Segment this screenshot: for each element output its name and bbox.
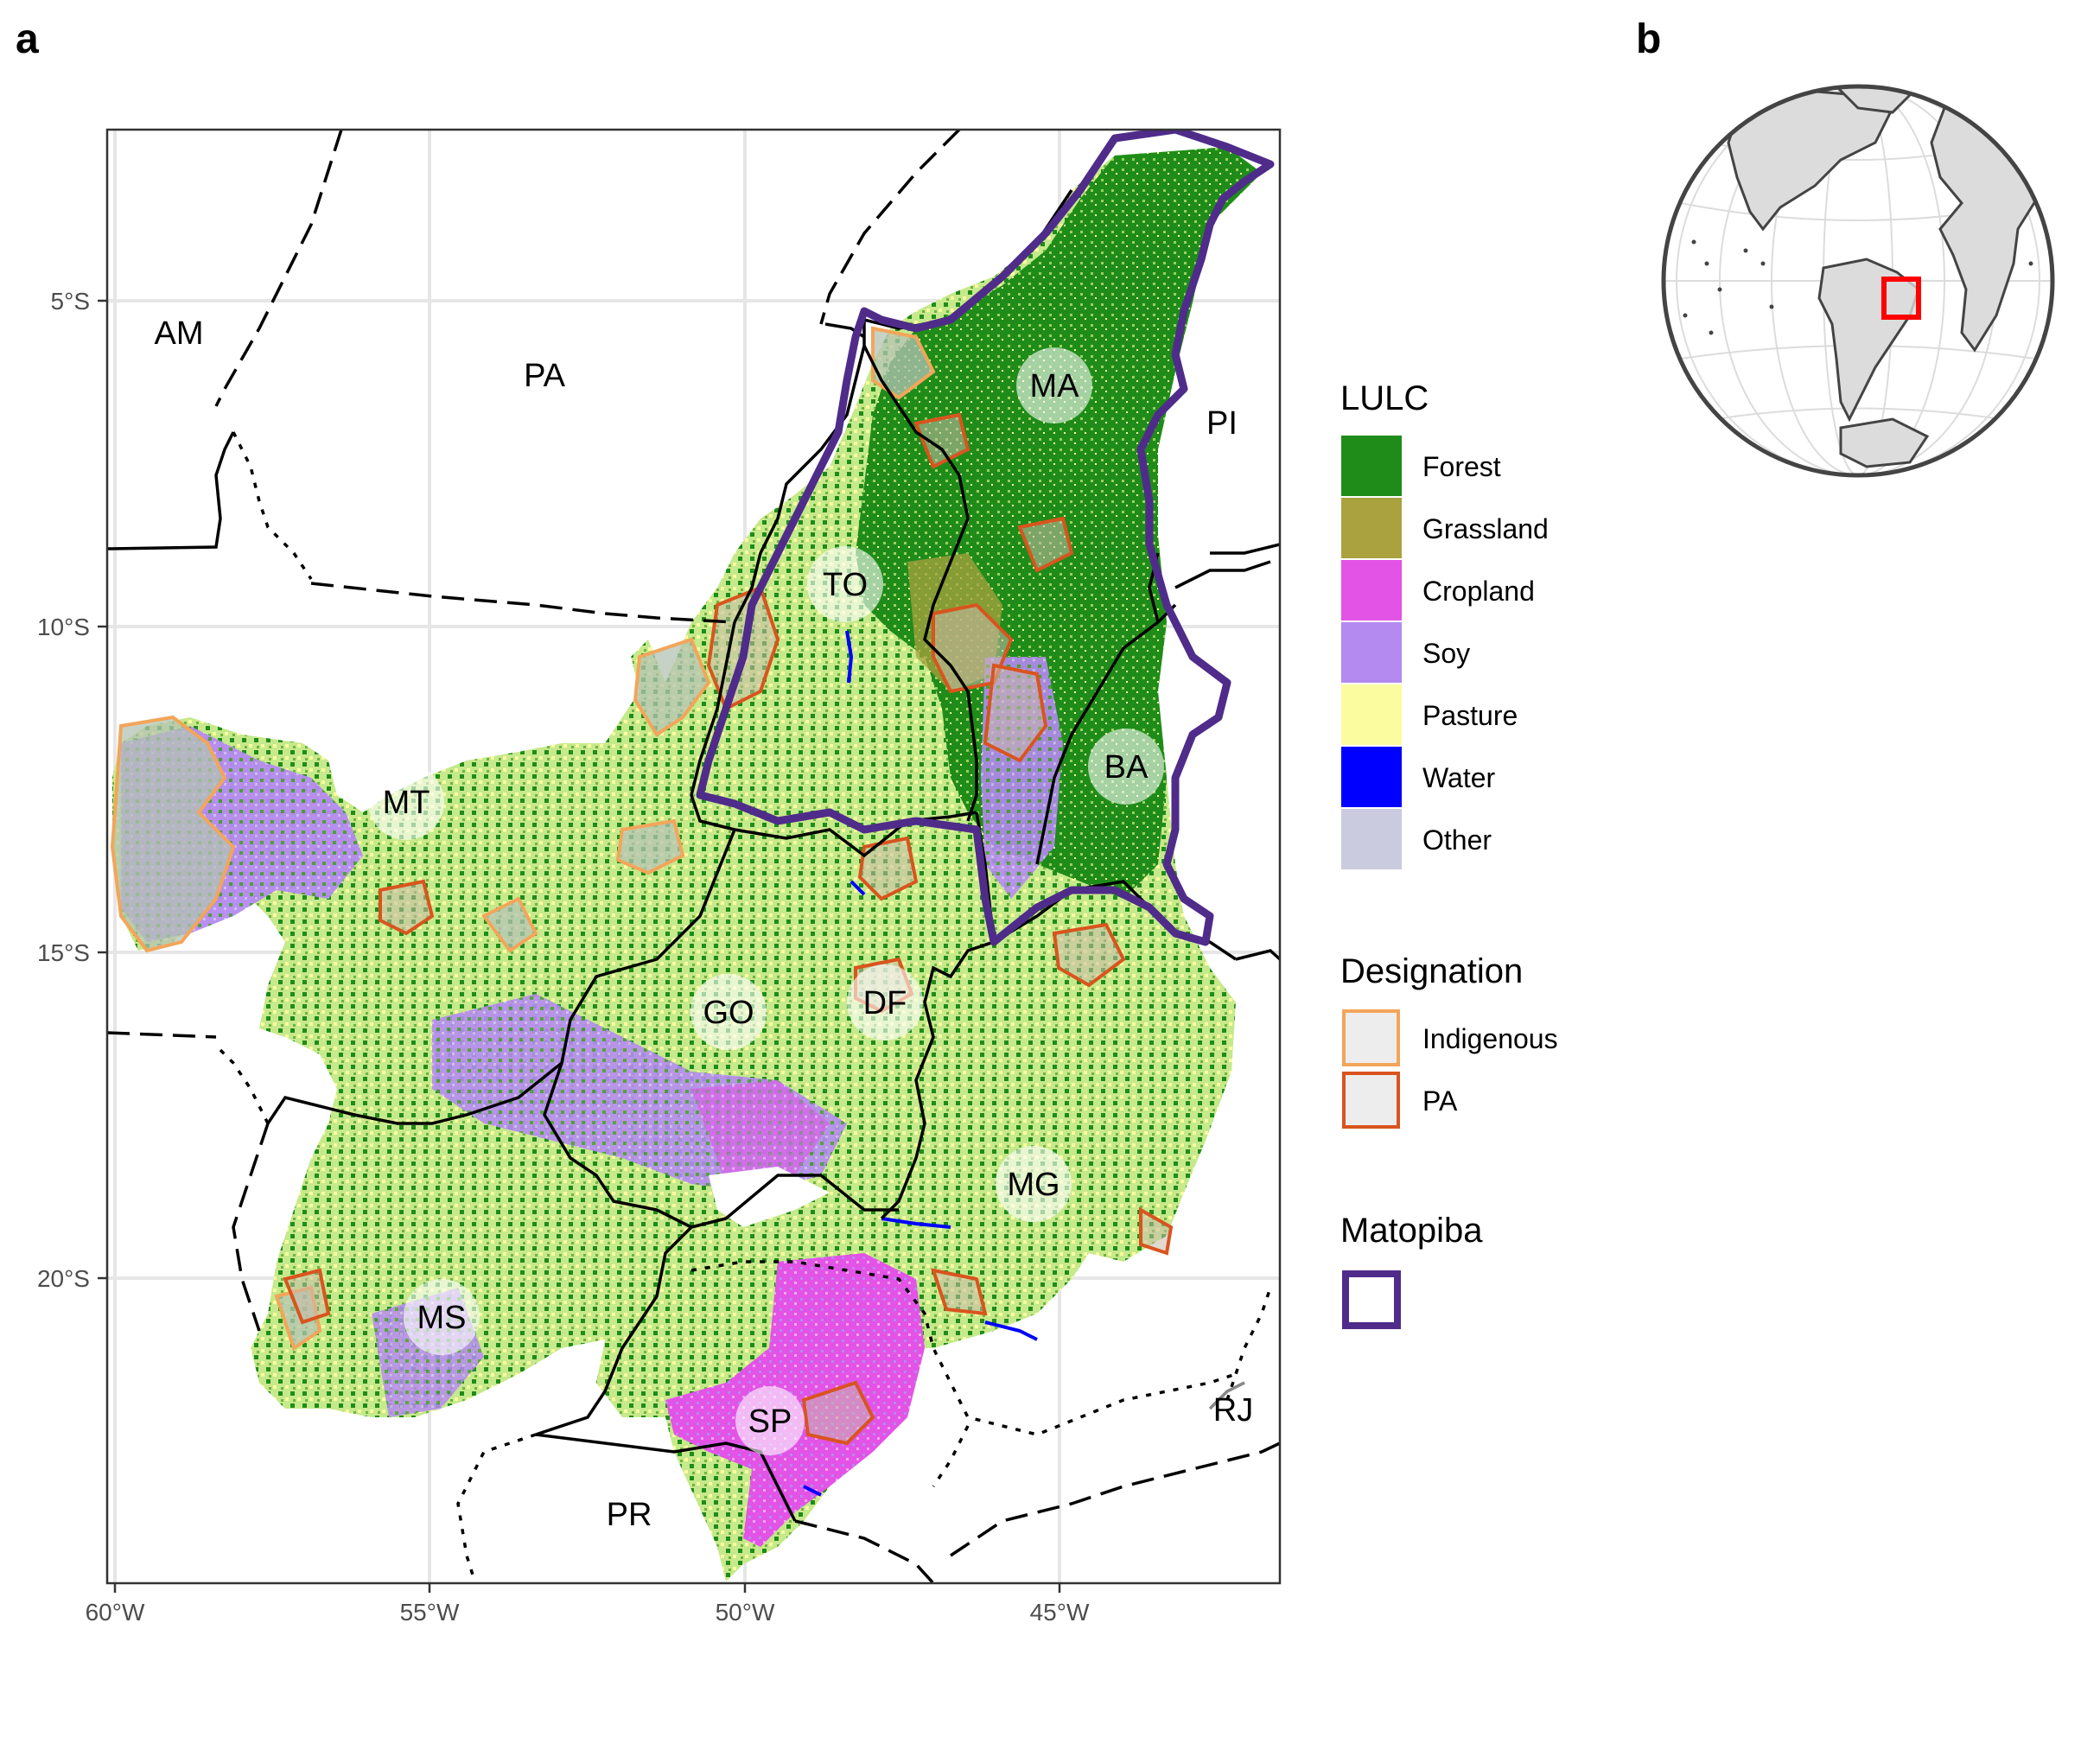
state-label-pr: PR <box>607 1497 652 1533</box>
water-bodies <box>803 630 1038 1497</box>
map-frame <box>105 128 1282 1585</box>
globe-outline <box>1661 84 2055 478</box>
legend-label-soy: Soy <box>1422 638 1470 669</box>
state-label-to: TO <box>823 567 868 603</box>
legend-swatch-cropland <box>1341 560 1402 620</box>
legend-swatch-pasture <box>1341 684 1402 745</box>
legend-swatch-forest <box>1341 436 1402 496</box>
legend-lulc: LULC Forest Grassland Cropland Soy Pastu… <box>1340 379 1549 869</box>
non-cerrado-gap <box>709 1167 830 1227</box>
legend-swatch-other <box>1341 809 1402 869</box>
cropland-zone-go <box>691 1080 830 1184</box>
matopiba-boundary <box>696 130 1275 946</box>
lat-tick-label: 15°S <box>37 939 90 966</box>
legend-swatch-matopiba <box>1342 1270 1401 1329</box>
state-label-df: DF <box>863 985 907 1021</box>
legend-label-pasture: Pasture <box>1422 700 1518 731</box>
state-label-mg: MG <box>1007 1167 1060 1203</box>
lat-tick-label: 20°S <box>37 1265 90 1292</box>
state-label-halos <box>368 347 1164 1455</box>
legend-swatch-indigenous <box>1342 1009 1400 1066</box>
legend-swatch-water <box>1341 747 1402 807</box>
state-label-rj: RJ <box>1213 1392 1253 1429</box>
legend-designation: Designation Indigenous PA <box>1340 952 1558 1129</box>
state-label-ba: BA <box>1104 749 1149 786</box>
legend-label-pa: PA <box>1422 1085 1458 1117</box>
legend-matopiba-title: Matopiba <box>1340 1212 1483 1250</box>
state-label-pi: PI <box>1206 405 1238 442</box>
study-area-highlight <box>1881 277 1921 320</box>
globe-islands <box>1683 239 2033 335</box>
state-label-ms: MS <box>417 1300 467 1336</box>
legend-swatch-grassland <box>1341 498 1402 558</box>
legend-swatch-soy <box>1341 622 1402 683</box>
lon-tick-label: 50°W <box>716 1599 775 1626</box>
panel-letter-a: a <box>16 16 39 62</box>
lon-tick-label: 60°W <box>86 1599 145 1626</box>
legend-label-forest: Forest <box>1422 451 1501 482</box>
legend-label-water: Water <box>1422 762 1496 793</box>
lon-tick-labels: 60°W 55°W 50°W 45°W <box>86 1599 1090 1626</box>
state-label-sp: SP <box>748 1403 792 1440</box>
legend-swatch-pa <box>1342 1072 1400 1129</box>
legend-designation-title: Designation <box>1340 952 1523 990</box>
legend-label-other: Other <box>1422 824 1492 856</box>
lon-tick-label: 45°W <box>1030 1599 1090 1626</box>
state-label-am: AM <box>155 315 204 352</box>
legend-matopiba: Matopiba <box>1340 1212 1483 1329</box>
state-label-go: GO <box>703 995 754 1031</box>
legend-label-cropland: Cropland <box>1422 576 1535 607</box>
inset-globe <box>1661 84 2055 478</box>
lat-tick-label: 10°S <box>37 614 90 640</box>
protected-areas <box>283 412 1174 1446</box>
state-boundaries <box>107 130 1280 1583</box>
legend-label-indigenous: Indigenous <box>1422 1023 1558 1054</box>
legend-label-grassland: Grassland <box>1422 513 1549 544</box>
state-label-ma: MA <box>1030 368 1080 404</box>
panel-letter-b: b <box>1636 16 1662 62</box>
axis-ticks <box>98 299 1061 1593</box>
state-label-mt: MT <box>383 785 430 821</box>
state-label-pa: PA <box>524 358 566 394</box>
lat-tick-labels: 5°S 10°S 15°S 20°S <box>37 288 90 1292</box>
legend-lulc-title: LULC <box>1340 379 1429 417</box>
lat-tick-label: 5°S <box>51 288 90 315</box>
state-labels: AM PA MA PI TO BA MT GO DF MG MS SP PR R… <box>155 315 1254 1533</box>
lon-tick-label: 55°W <box>400 1599 460 1626</box>
